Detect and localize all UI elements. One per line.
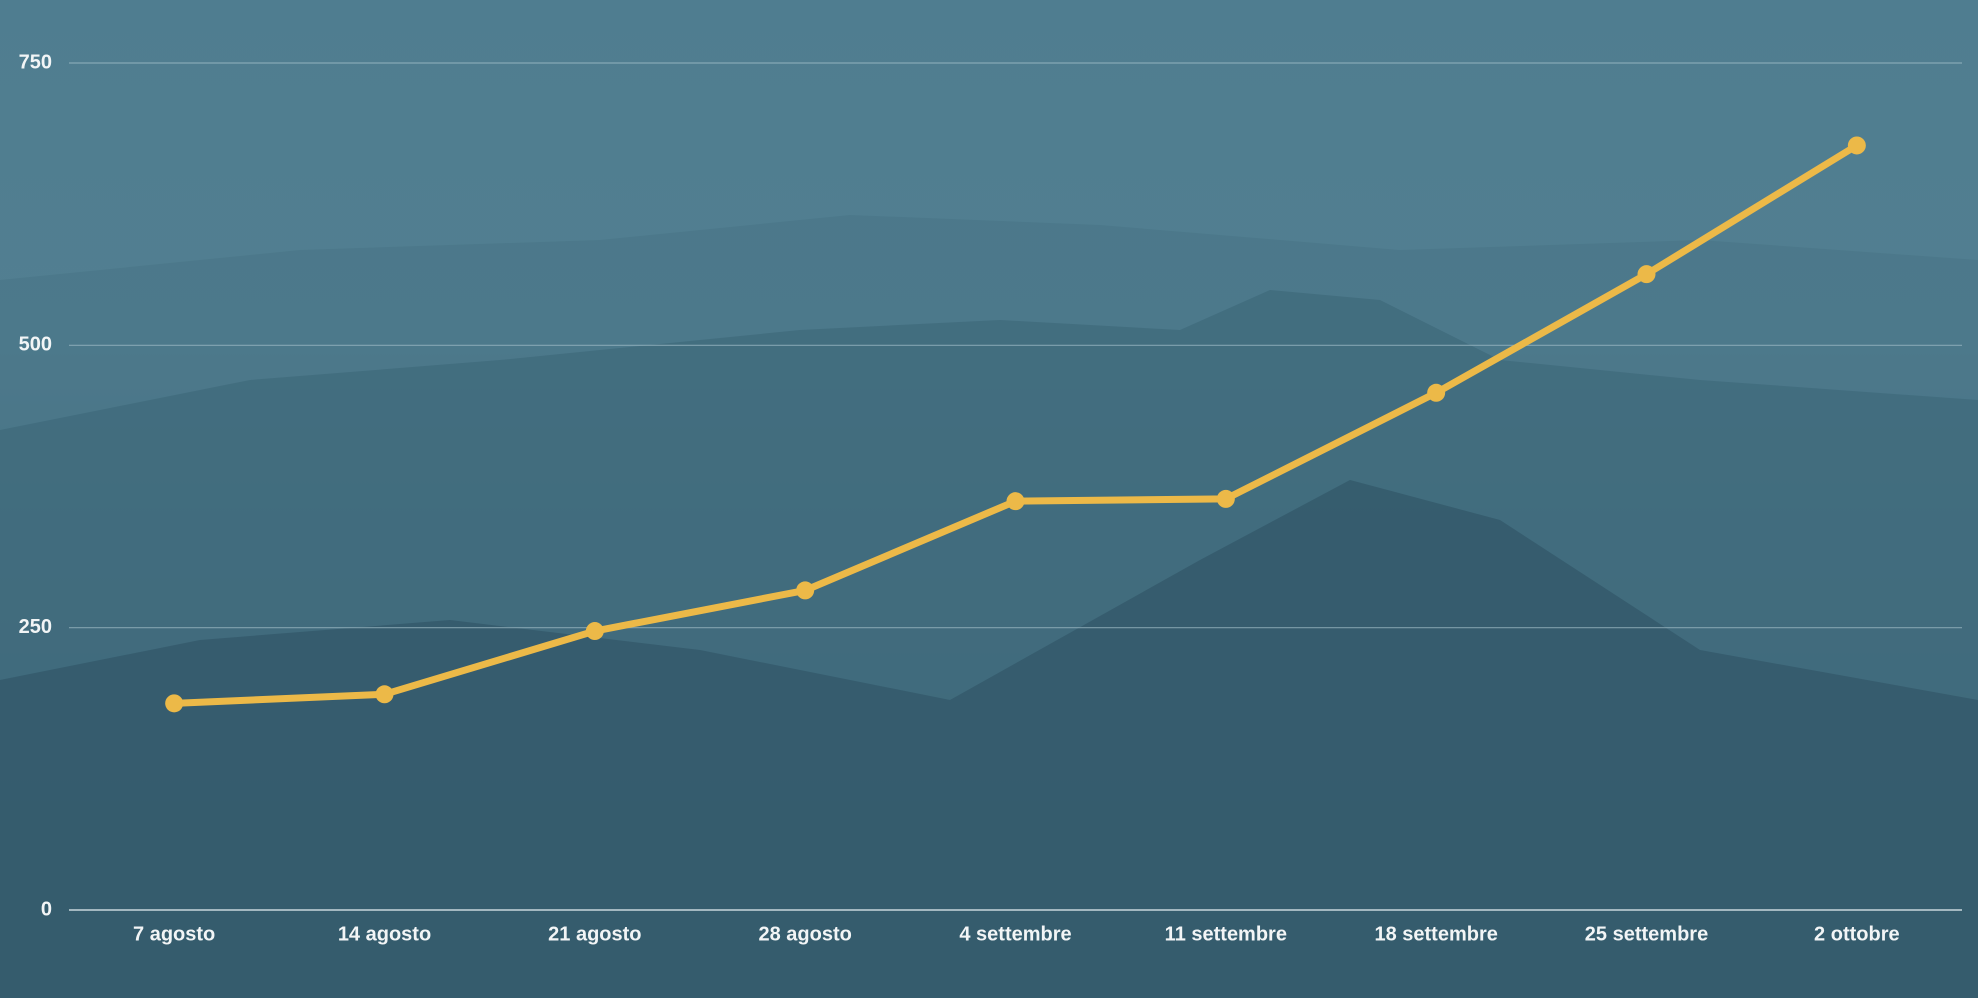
x-tick-label: 2 ottobre	[1814, 923, 1900, 945]
x-tick-label: 25 settembre	[1585, 923, 1708, 945]
mountain-near	[0, 480, 1978, 998]
point	[1847, 136, 1866, 155]
point	[585, 622, 604, 641]
x-tick-label: 28 agosto	[758, 923, 851, 945]
x-tick-label: 21 agosto	[548, 923, 641, 945]
point	[375, 685, 394, 704]
x-tick-label: 11 settembre	[1165, 923, 1287, 945]
y-tick-label: 500	[19, 334, 52, 356]
y-tick-label: 250	[19, 616, 52, 638]
point	[1006, 492, 1025, 511]
point	[165, 694, 184, 713]
point	[1427, 383, 1446, 402]
point	[796, 581, 815, 600]
x-tick-label: 4 settembre	[959, 923, 1071, 945]
y-tick-label: 0	[41, 898, 52, 920]
point	[1216, 489, 1235, 508]
x-tick-label: 18 settembre	[1374, 923, 1497, 945]
x-tick-label: 14 agosto	[338, 923, 431, 945]
y-tick-label: 750	[19, 51, 52, 73]
point	[1637, 265, 1656, 284]
x-tick-label: 7 agosto	[133, 923, 215, 945]
